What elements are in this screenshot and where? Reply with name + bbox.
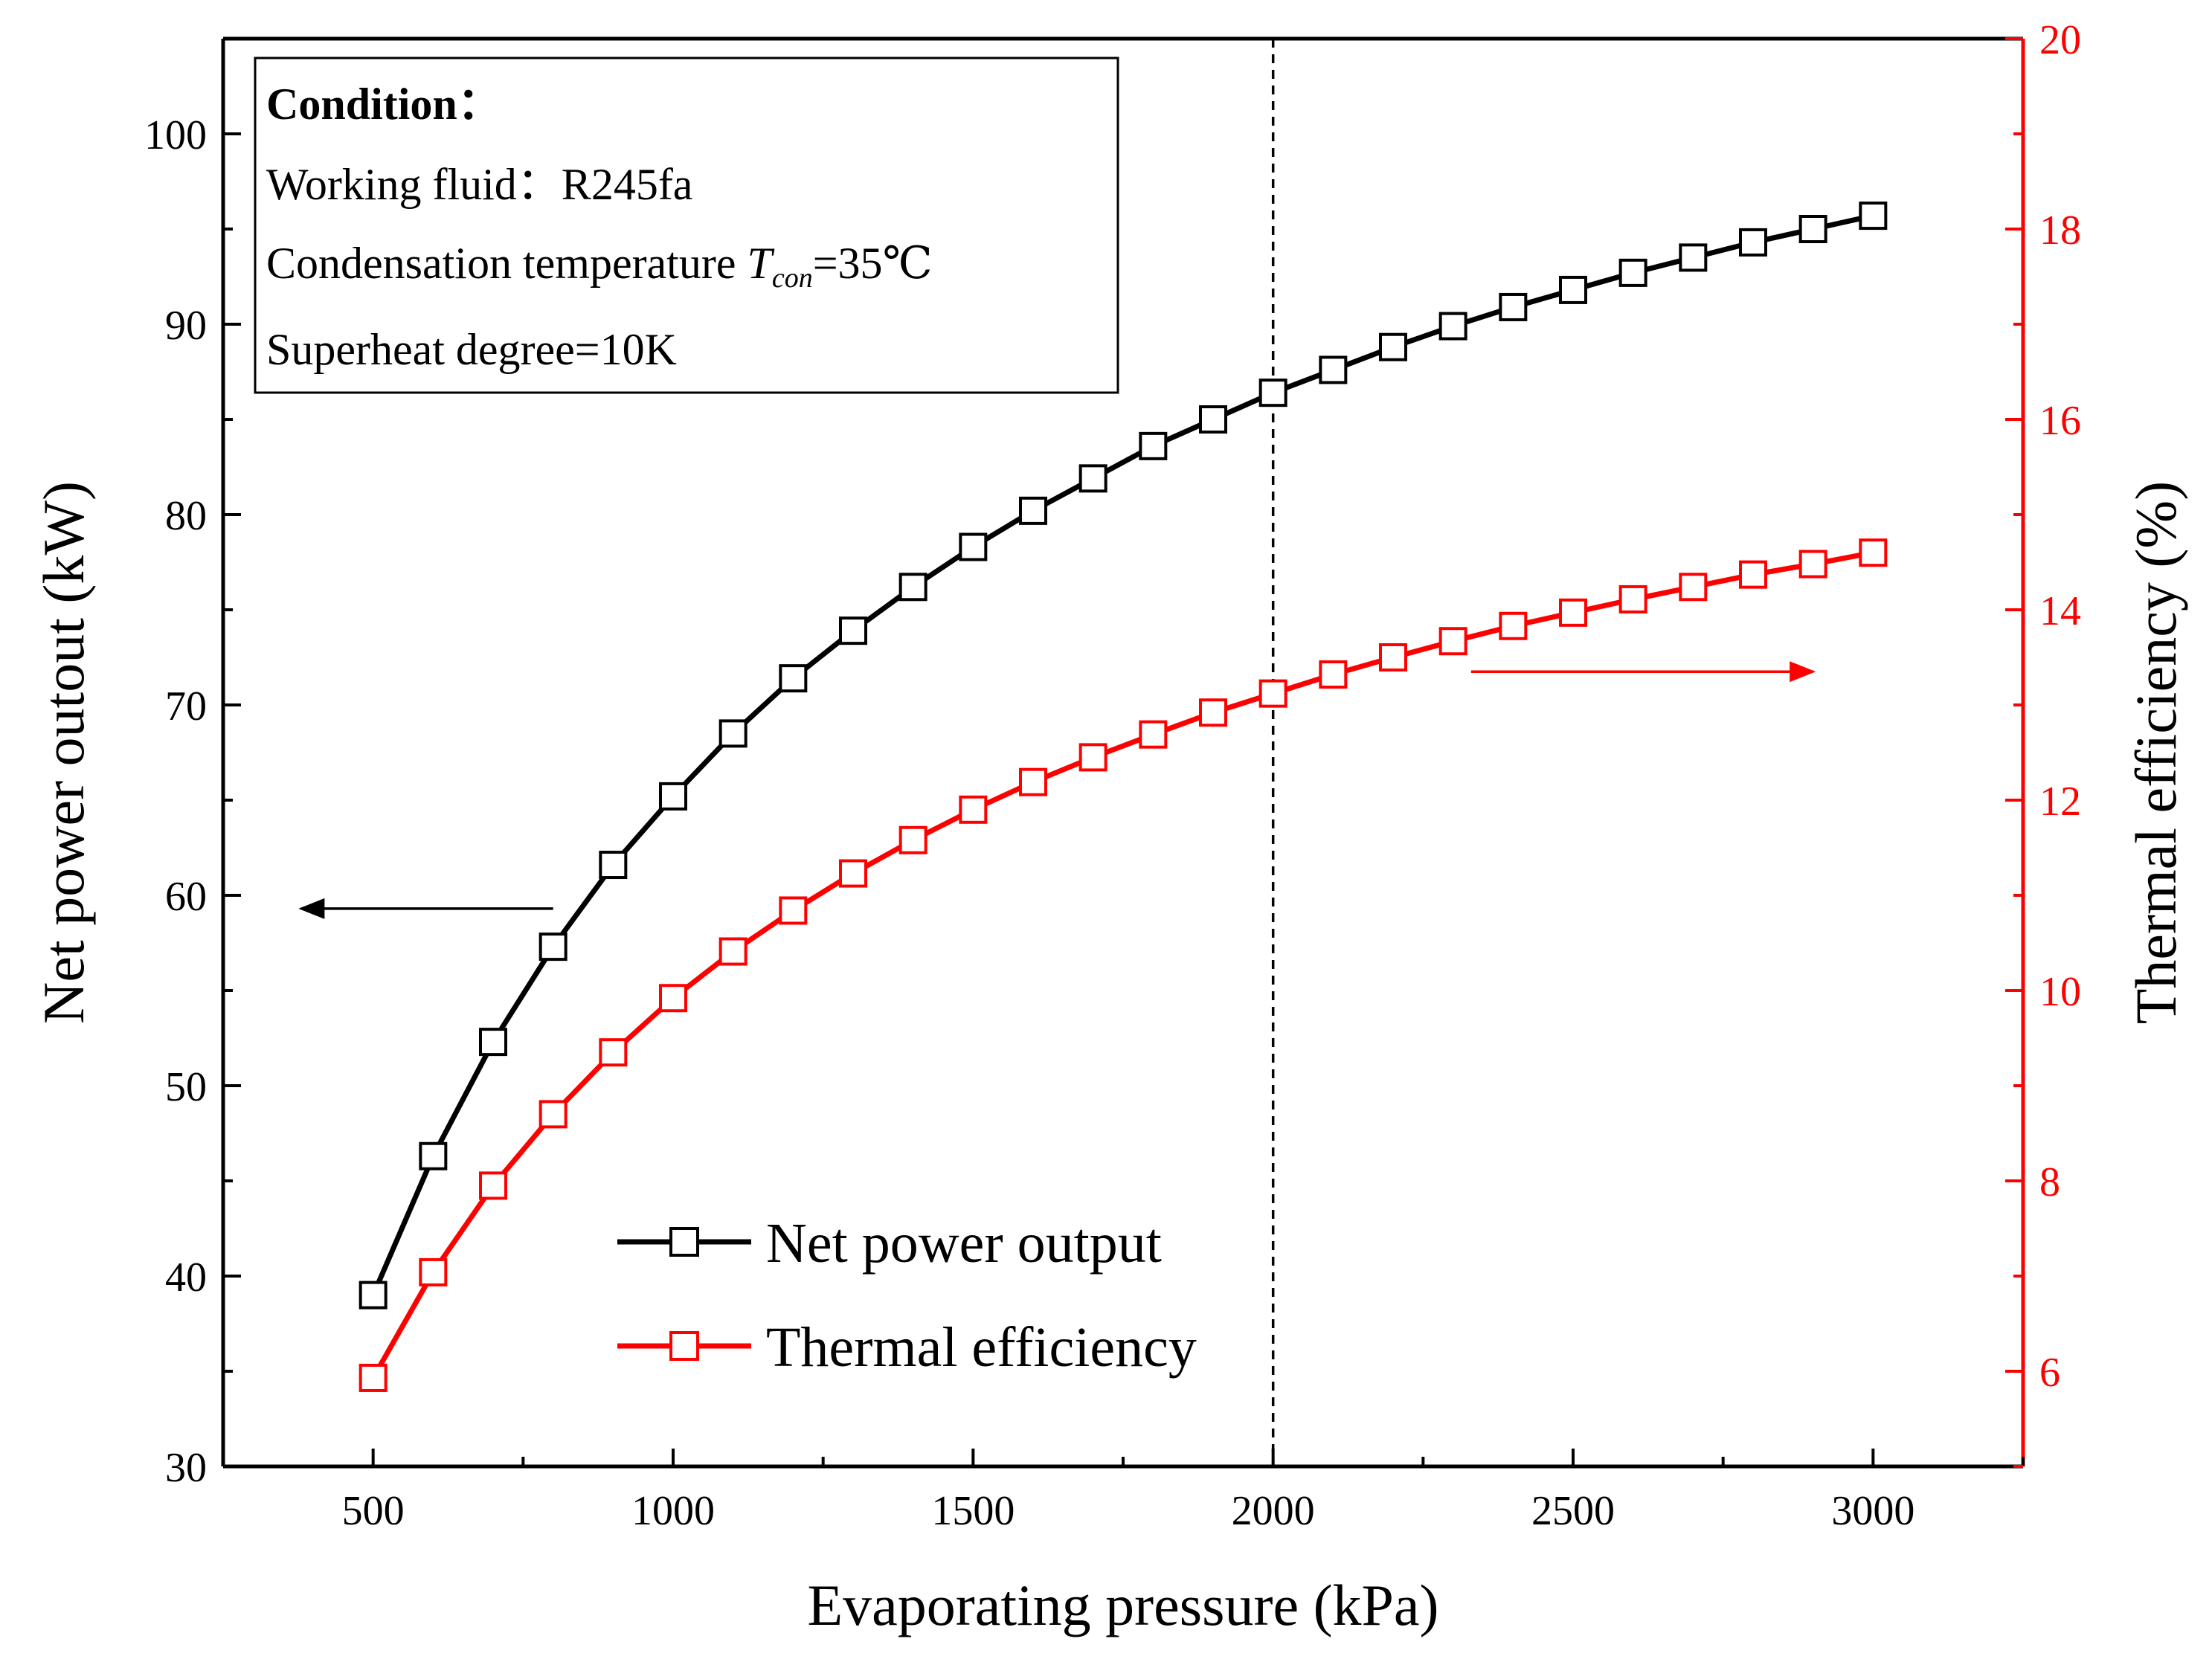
point-net-power-output-2700	[1679, 243, 1708, 272]
y-left-tick-label-70: 70	[165, 683, 207, 729]
left-y-axis-ticks: 30 40 50 60 70 80 90 100	[144, 37, 241, 1491]
x-tick-label-2500: 2500	[1531, 1488, 1615, 1534]
point-thermal-efficiency-2900	[1798, 550, 1827, 579]
point-net-power-output-900	[599, 851, 628, 880]
y-right-tick-label-10: 10	[2039, 969, 2081, 1015]
point-net-power-output-2500	[1559, 275, 1587, 304]
x-tick-label-3000: 3000	[1831, 1488, 1914, 1534]
condition-superheat-degree: Superheat degree=10K	[266, 325, 677, 374]
point-thermal-efficiency-1700	[1078, 743, 1107, 772]
point-net-power-output-1800	[1139, 431, 1168, 460]
right-y-axis-ticks: 6 8 10 12 14 16 18 20	[2005, 17, 2081, 1468]
right-y-axis-title: Thermal efficiency (%)	[2123, 481, 2188, 1025]
point-net-power-output-2200	[1379, 332, 1407, 361]
point-net-power-output-1300	[839, 616, 867, 645]
point-net-power-output-600	[419, 1141, 448, 1170]
point-thermal-efficiency-2200	[1379, 643, 1407, 671]
y-right-tick-label-18: 18	[2039, 207, 2081, 254]
y-right-tick-label-6: 6	[2039, 1350, 2060, 1396]
x-tick-label-1000: 1000	[631, 1488, 715, 1534]
y-left-tick-label-50: 50	[165, 1064, 207, 1110]
point-thermal-efficiency-800	[538, 1100, 568, 1129]
point-thermal-efficiency-500	[359, 1363, 388, 1392]
left-y-axis-title: Net power outout (kW)	[31, 481, 96, 1024]
point-net-power-output-2100	[1319, 355, 1348, 384]
point-net-power-output-1100	[718, 719, 747, 748]
point-net-power-output-1700	[1078, 464, 1107, 493]
y-right-tick-label-14: 14	[2039, 588, 2081, 634]
point-thermal-efficiency-2500	[1559, 598, 1587, 627]
y-left-tick-label-100: 100	[144, 112, 207, 158]
legend-label-net-power: Net power output	[766, 1212, 1162, 1275]
y-left-tick-label-90: 90	[165, 303, 207, 349]
point-thermal-efficiency-1800	[1139, 720, 1168, 749]
condition-condensation-temperature: Condensation temperature Tcon=35℃	[266, 239, 933, 294]
x-tick-label-500: 500	[342, 1488, 405, 1534]
y-left-tick-label-80: 80	[165, 493, 207, 539]
point-net-power-output-1900	[1199, 405, 1227, 434]
point-thermal-efficiency-1000	[659, 984, 687, 1013]
x-tick-label-2000: 2000	[1232, 1488, 1315, 1534]
y-right-tick-label-20: 20	[2039, 17, 2081, 63]
point-net-power-output-2900	[1798, 215, 1827, 243]
point-net-power-output-2400	[1499, 292, 1528, 321]
legend-marker-thermal-efficiency	[669, 1331, 699, 1361]
series-layer	[359, 202, 1888, 1392]
point-thermal-efficiency-2000	[1258, 679, 1287, 708]
point-thermal-efficiency-1600	[1019, 767, 1047, 796]
legend: Net power output Thermal efficiency	[617, 1212, 1197, 1379]
point-thermal-efficiency-600	[419, 1257, 448, 1286]
y-left-tick-label-30: 30	[165, 1445, 207, 1491]
point-thermal-efficiency-1900	[1199, 698, 1227, 727]
point-net-power-output-2600	[1618, 258, 1647, 287]
y-right-tick-label-12: 12	[2039, 779, 2081, 825]
condition-box	[254, 57, 1119, 394]
point-thermal-efficiency-1300	[839, 859, 867, 888]
point-thermal-efficiency-1100	[718, 937, 747, 966]
point-net-power-output-2000	[1258, 379, 1287, 408]
point-net-power-output-1500	[959, 532, 988, 561]
point-thermal-efficiency-2600	[1618, 584, 1647, 613]
point-net-power-output-1400	[898, 573, 927, 602]
point-net-power-output-1200	[779, 664, 808, 693]
point-thermal-efficiency-2700	[1679, 573, 1708, 602]
y-left-tick-label-60: 60	[165, 874, 207, 920]
point-net-power-output-3000	[1859, 202, 1888, 231]
point-net-power-output-2300	[1438, 312, 1467, 341]
legend-marker-net-power	[669, 1227, 699, 1257]
point-net-power-output-1000	[659, 782, 687, 811]
legend-label-thermal-efficiency: Thermal efficiency	[766, 1316, 1197, 1379]
point-thermal-efficiency-900	[599, 1038, 628, 1067]
point-thermal-efficiency-1400	[898, 825, 927, 854]
y-right-tick-label-8: 8	[2039, 1159, 2060, 1205]
condition-title: Condition：	[266, 80, 502, 129]
point-thermal-efficiency-1200	[779, 896, 808, 925]
point-net-power-output-800	[538, 933, 568, 962]
point-net-power-output-1600	[1019, 496, 1047, 525]
point-thermal-efficiency-3000	[1859, 538, 1888, 567]
point-net-power-output-2800	[1739, 228, 1767, 257]
point-thermal-efficiency-2100	[1319, 660, 1348, 689]
point-thermal-efficiency-1500	[959, 795, 988, 824]
point-thermal-efficiency-2400	[1499, 611, 1528, 640]
x-axis-title: Evaporating pressure (kPa)	[807, 1573, 1438, 1637]
point-thermal-efficiency-700	[479, 1171, 507, 1200]
point-net-power-output-700	[479, 1028, 507, 1057]
point-thermal-efficiency-2800	[1739, 560, 1767, 589]
y-right-tick-label-16: 16	[2039, 398, 2081, 444]
condition-working-fluid: Working fluid：R245fa	[266, 160, 692, 209]
point-thermal-efficiency-2300	[1438, 627, 1467, 656]
point-net-power-output-500	[359, 1281, 388, 1310]
x-tick-label-1500: 1500	[931, 1488, 1015, 1534]
y-left-tick-label-40: 40	[165, 1254, 207, 1301]
x-axis-ticks: 500 1000 1500 2000 2500 3000	[222, 1449, 2025, 1534]
